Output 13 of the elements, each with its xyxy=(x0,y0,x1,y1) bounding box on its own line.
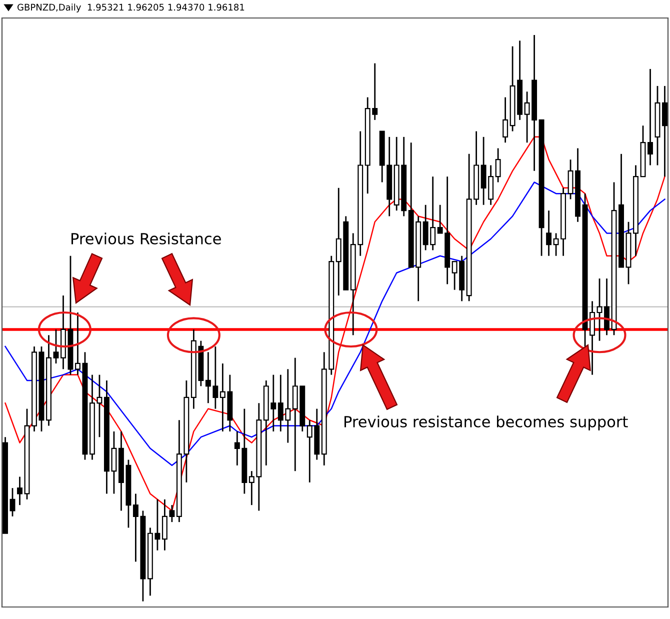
candlestick xyxy=(502,96,508,144)
candlestick xyxy=(546,210,552,257)
candlestick xyxy=(604,278,610,336)
annotation: Previous Resistance xyxy=(72,232,221,244)
chart-title: GBPNZD,Daily 1.95321 1.96205 1.94370 1.96181 xyxy=(18,4,244,12)
candlestick xyxy=(662,85,668,178)
candlestick xyxy=(10,487,16,518)
candlestick xyxy=(17,476,22,506)
candlestick xyxy=(53,328,59,364)
candlestick xyxy=(596,278,602,342)
candlestick xyxy=(495,148,501,183)
annotation: Previous resistance becomes support xyxy=(344,416,628,430)
candlestick xyxy=(648,68,653,166)
